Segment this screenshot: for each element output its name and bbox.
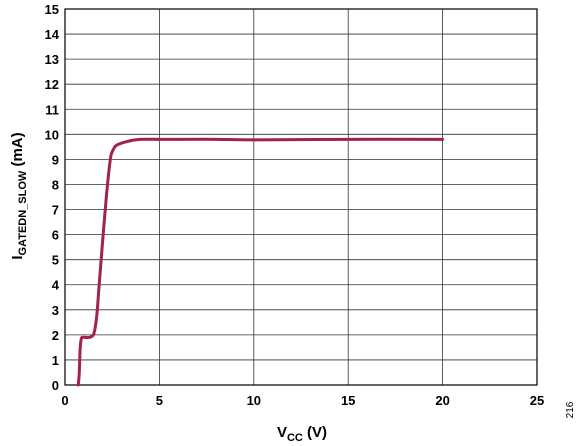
y-tick-label: 3 bbox=[52, 303, 59, 318]
y-tick-label: 14 bbox=[45, 27, 60, 42]
y-tick-label: 2 bbox=[52, 328, 59, 343]
x-tick-label: 25 bbox=[530, 393, 544, 408]
x-tick-label: 20 bbox=[435, 393, 449, 408]
y-tick-label: 7 bbox=[52, 203, 59, 218]
y-tick-label: 9 bbox=[52, 152, 59, 167]
x-tick-labels: 0 5 10 15 20 25 bbox=[61, 393, 544, 408]
y-tick-label: 0 bbox=[52, 378, 59, 393]
x-tick-label: 5 bbox=[156, 393, 163, 408]
y-tick-label: 15 bbox=[45, 2, 59, 17]
figure-id: 216 bbox=[565, 401, 576, 418]
x-tick-label: 10 bbox=[247, 393, 261, 408]
y-tick-label: 1 bbox=[52, 353, 59, 368]
grid bbox=[64, 8, 538, 386]
x-tick-label: 0 bbox=[61, 393, 68, 408]
y-tick-label: 5 bbox=[52, 253, 59, 268]
y-tick-label: 4 bbox=[52, 278, 60, 293]
y-tick-label: 11 bbox=[45, 102, 59, 117]
y-tick-label: 12 bbox=[45, 77, 59, 92]
x-axis-title: VCC (V) bbox=[277, 424, 327, 444]
x-tick-label: 15 bbox=[341, 393, 355, 408]
y-axis-title: IGATEDN_SLOW (mA) bbox=[9, 132, 29, 259]
plot-frame bbox=[64, 8, 538, 386]
series-line-0 bbox=[76, 137, 445, 387]
y-tick-label: 10 bbox=[45, 127, 59, 142]
series-group bbox=[76, 137, 445, 387]
y-tick-label: 13 bbox=[45, 52, 59, 67]
y-tick-label: 6 bbox=[52, 228, 59, 243]
y-tick-label: 8 bbox=[52, 177, 59, 192]
